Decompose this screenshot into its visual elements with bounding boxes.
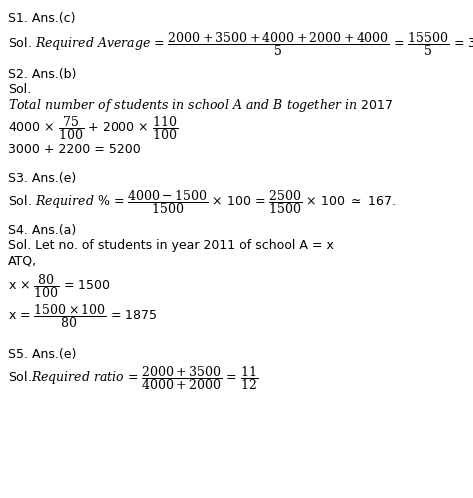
Text: Sol. Let no. of students in year 2011 of school A = x: Sol. Let no. of students in year 2011 of… <box>8 239 334 252</box>
Text: x $\times$ $\dfrac{80}{100}$ = 1500: x $\times$ $\dfrac{80}{100}$ = 1500 <box>8 272 111 300</box>
Text: S3. Ans.(e): S3. Ans.(e) <box>8 172 76 185</box>
Text: 3000 + 2200 = 5200: 3000 + 2200 = 5200 <box>8 143 141 156</box>
Text: Sol. $\mathit{Required\ Average}$ = $\dfrac{2000+3500+4000+2000+4000}{5}$ = $\df: Sol. $\mathit{Required\ Average}$ = $\df… <box>8 30 473 58</box>
Text: S4. Ans.(a): S4. Ans.(a) <box>8 224 76 237</box>
Text: S5. Ans.(e): S5. Ans.(e) <box>8 348 76 361</box>
Text: x = $\dfrac{1500\times100}{80}$ = 1875: x = $\dfrac{1500\times100}{80}$ = 1875 <box>8 302 158 330</box>
Text: Sol.$\mathit{Required\ ratio}$ = $\dfrac{2000+3500}{4000+2000}$ = $\dfrac{11}{12: Sol.$\mathit{Required\ ratio}$ = $\dfrac… <box>8 364 258 392</box>
Text: Sol.: Sol. <box>8 83 31 96</box>
Text: S1. Ans.(c): S1. Ans.(c) <box>8 12 76 25</box>
Text: S2. Ans.(b): S2. Ans.(b) <box>8 68 76 81</box>
Text: $\mathit{Total\ number\ of\ students\ in\ school\ A\ and\ B\ together\ in}$ 2017: $\mathit{Total\ number\ of\ students\ in… <box>8 97 393 114</box>
Text: ATQ,: ATQ, <box>8 254 37 267</box>
Text: Sol. $\mathit{Required\ \%}$ = $\dfrac{4000-1500}{1500}$ $\times$ 100 = $\dfrac{: Sol. $\mathit{Required\ \%}$ = $\dfrac{4… <box>8 188 396 216</box>
Text: 4000 $\times$ $\dfrac{75}{100}$ + 2000 $\times$ $\dfrac{110}{100}$: 4000 $\times$ $\dfrac{75}{100}$ + 2000 $… <box>8 114 178 142</box>
